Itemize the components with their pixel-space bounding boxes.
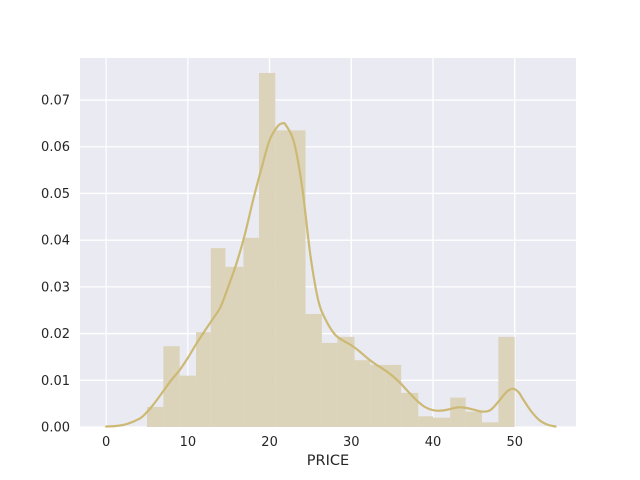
y-axis-ticks: 0.00 0.01 0.02 0.03 0.04 0.05 0.06 0.07 — [41, 94, 70, 436]
histogram-bar-13 — [370, 364, 386, 427]
y-tick-label-4: 0.04 — [41, 234, 70, 249]
histogram-bar-19 — [465, 411, 483, 427]
y-tick-label-1: 0.01 — [41, 374, 70, 389]
histogram-bar-4 — [210, 248, 226, 427]
histogram-bar-15 — [401, 392, 419, 427]
histogram-bar-2 — [179, 375, 197, 427]
y-tick-label-3: 0.03 — [41, 280, 70, 295]
y-tick-label-5: 0.05 — [41, 187, 70, 202]
kde-curve — [105, 121, 557, 428]
y-tick-label-7: 0.07 — [41, 94, 70, 109]
histogram-bar-7 — [258, 72, 276, 427]
histogram-bar-10 — [321, 342, 338, 427]
histogram-bar-9 — [305, 313, 322, 427]
y-tick-label-2: 0.02 — [41, 327, 70, 342]
histogram-bar-14 — [385, 364, 402, 427]
histogram-bar-6 — [243, 237, 259, 427]
histogram-bar-21 — [498, 336, 515, 427]
x-tick-label-1: 10 — [180, 435, 197, 450]
histogram-bar-17 — [433, 417, 451, 427]
x-axis-ticks: 0 10 20 30 40 50 — [102, 435, 523, 450]
x-tick-label-4: 40 — [425, 435, 442, 450]
histogram-bar-18 — [450, 397, 466, 427]
histogram-bar-16 — [418, 416, 434, 427]
histogram-bar-5 — [225, 266, 244, 427]
histogram-bar-1 — [163, 346, 180, 427]
x-tick-label-5: 50 — [506, 435, 523, 450]
x-tick-label-3: 30 — [343, 435, 360, 450]
histogram-bar-11 — [337, 336, 355, 427]
x-tick-label-2: 20 — [261, 435, 278, 450]
x-axis-label: PRICE — [307, 453, 349, 469]
y-tick-label-6: 0.06 — [41, 140, 70, 155]
histogram-bar-3 — [196, 332, 211, 427]
y-tick-label-0: 0.00 — [41, 421, 70, 436]
histogram-bar-12 — [354, 360, 371, 427]
x-tick-label-0: 0 — [102, 435, 110, 450]
histogram-bar-0 — [147, 406, 164, 427]
histogram-bar-20 — [482, 422, 499, 427]
histogram-bars — [147, 72, 515, 427]
